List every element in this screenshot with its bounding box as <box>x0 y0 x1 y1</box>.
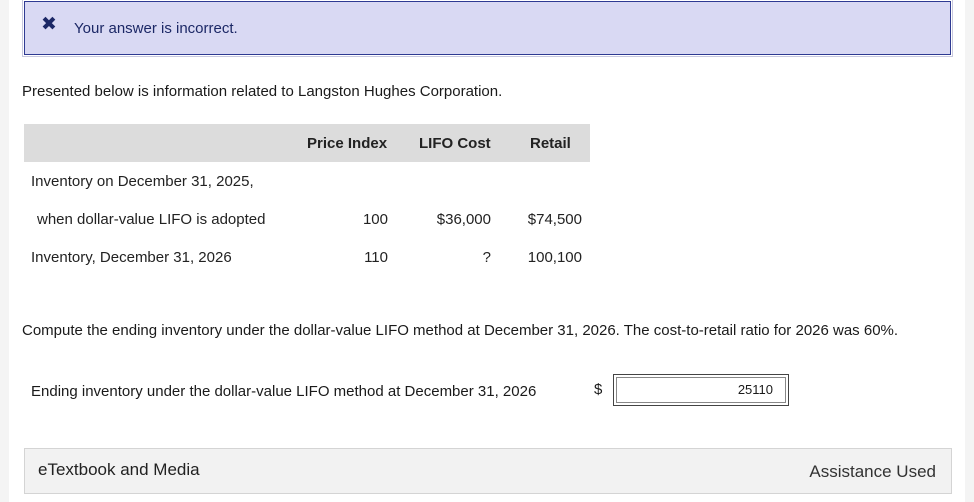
retail-2025: $74,500 <box>527 211 582 228</box>
close-icon: ✖ <box>41 14 57 35</box>
row-label-inventory-2026: Inventory, December 31, 2026 <box>31 249 232 266</box>
ending-inventory-value[interactable]: 25110 <box>616 377 786 403</box>
lifo-cost-2025: $36,000 <box>436 211 491 228</box>
price-index-2025: 100 <box>362 211 388 228</box>
incorrect-answer-alert: ✖ Your answer is incorrect. <box>22 0 953 57</box>
table-header: Price Index LIFO Cost Retail <box>24 124 590 162</box>
currency-symbol: $ <box>594 381 603 398</box>
ending-inventory-input[interactable]: 25110 <box>613 374 789 406</box>
left-margin <box>0 0 9 502</box>
answer-label: Ending inventory under the dollar-value … <box>31 383 537 400</box>
row-label-lifo-adopted: when dollar-value LIFO is adopted <box>37 211 266 228</box>
header-lifo-cost: LIFO Cost <box>419 135 491 152</box>
assistance-used-label: Assistance Used <box>809 462 936 481</box>
alert-message: Your answer is incorrect. <box>74 20 238 37</box>
right-margin <box>965 0 974 502</box>
resource-bar: eTextbook and Media Assistance Used <box>24 448 952 494</box>
header-price-index: Price Index <box>307 135 388 152</box>
problem-intro: Presented below is information related t… <box>22 83 503 100</box>
etextbook-media-link[interactable]: eTextbook and Media <box>38 460 200 479</box>
lifo-cost-2026: ? <box>482 249 491 266</box>
question-text: Compute the ending inventory under the d… <box>22 322 899 339</box>
retail-2026: 100,100 <box>527 249 582 266</box>
price-index-2026: 110 <box>364 249 388 266</box>
header-retail: Retail <box>530 135 571 152</box>
row-label-inventory-2025: Inventory on December 31, 2025, <box>31 173 254 190</box>
